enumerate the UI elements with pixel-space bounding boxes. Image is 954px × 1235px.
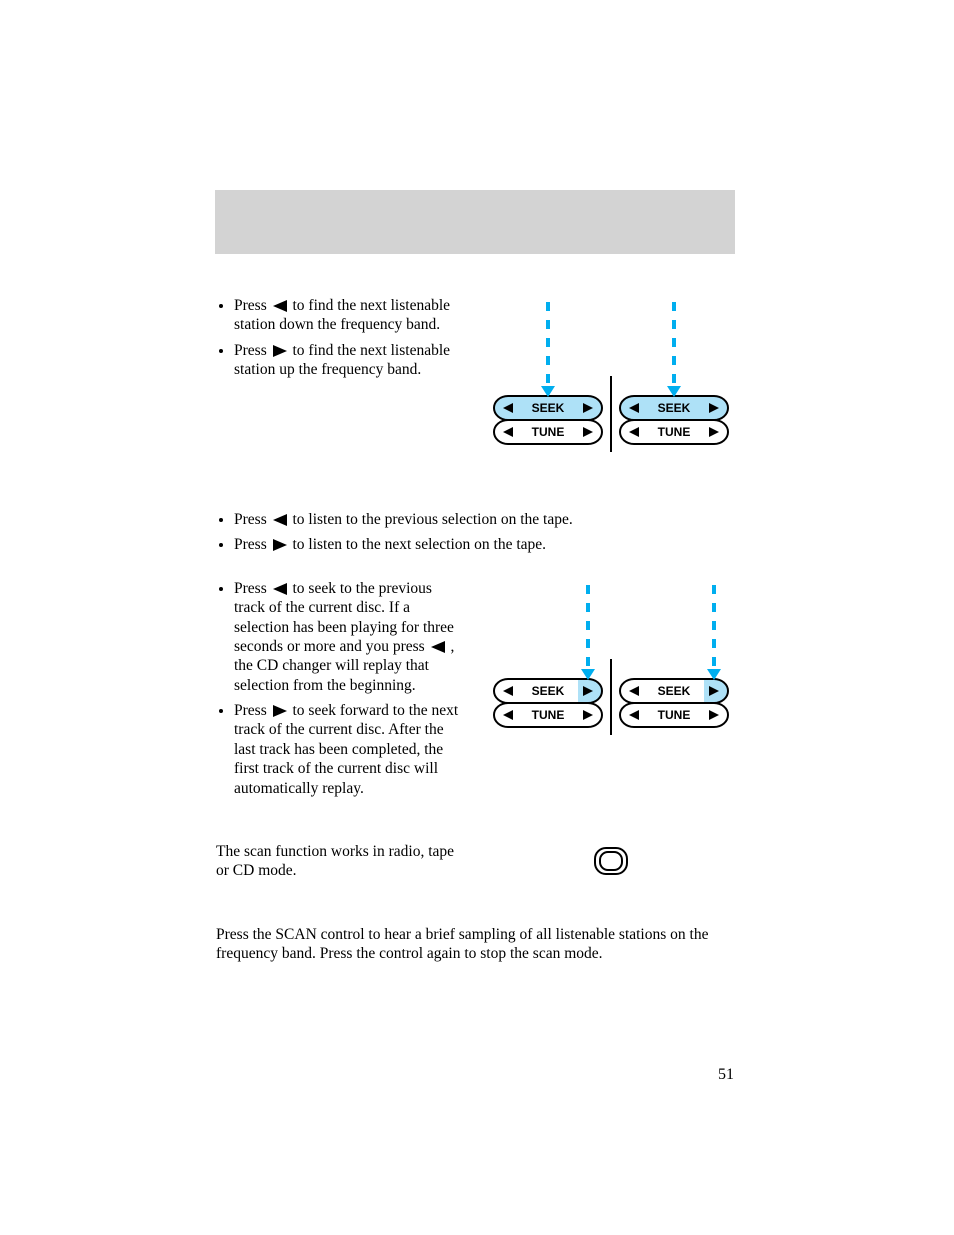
bullet-text: to listen to the previous selection on t…	[289, 511, 573, 528]
bullet-text: Press	[234, 580, 271, 597]
bullet-text: to listen to the next selection on the t…	[289, 536, 546, 553]
row-cd: Press to seek to the previous track of t…	[216, 579, 736, 804]
cd-bullets: Press to seek to the previous track of t…	[216, 579, 466, 804]
triangle-right-icon	[273, 539, 287, 551]
svg-text:TUNE: TUNE	[658, 425, 691, 439]
bullet-item: Press to listen to the previous selectio…	[234, 510, 736, 529]
bullet-text: Press	[234, 702, 271, 719]
seek-diagram-1: SEEK TUNE SEEK TUNE	[486, 296, 736, 456]
scan-paragraph-span: Press the SCAN control to hear a brief s…	[216, 926, 708, 962]
svg-text:TUNE: TUNE	[532, 708, 565, 722]
scan-paragraph: Press the SCAN control to hear a brief s…	[216, 925, 736, 964]
bullet-text: Press	[234, 536, 271, 553]
triangle-right-icon	[273, 345, 287, 357]
bullet-item: Press to seek to the previous track of t…	[234, 579, 466, 695]
bullet-item: Press to find the next listenable statio…	[234, 341, 466, 380]
scan-icon-wrap	[486, 842, 736, 876]
triangle-left-icon	[273, 514, 287, 526]
bullet-text: Press	[234, 297, 271, 314]
svg-text:TUNE: TUNE	[532, 425, 565, 439]
bullet-text: Press	[234, 511, 271, 528]
tape-bullets: Press to listen to the previous selectio…	[216, 510, 736, 555]
page-number: 51	[718, 1066, 734, 1084]
scan-button-icon	[593, 846, 629, 876]
radio-bullets: Press to find the next listenable statio…	[216, 296, 466, 386]
seek-diagram-2: SEEK TUNE SEEK TUNE	[486, 579, 736, 739]
bullet-item: Press to find the next listenable statio…	[234, 296, 466, 335]
row-scan: The scan function works in radio, tape o…	[216, 842, 736, 881]
row-radio: Press to find the next listenable statio…	[216, 296, 736, 456]
triangle-left-icon	[431, 641, 445, 653]
triangle-left-icon	[273, 300, 287, 312]
svg-text:SEEK: SEEK	[532, 684, 565, 698]
svg-text:SEEK: SEEK	[532, 401, 565, 415]
svg-text:TUNE: TUNE	[658, 708, 691, 722]
bullet-item: Press to listen to the next selection on…	[234, 535, 736, 554]
svg-text:SEEK: SEEK	[658, 684, 691, 698]
svg-text:SEEK: SEEK	[658, 401, 691, 415]
header-band	[215, 190, 735, 254]
triangle-right-icon	[273, 705, 287, 717]
bullet-item: Press to seek forward to the next track …	[234, 701, 466, 798]
scan-text: The scan function works in radio, tape o…	[216, 842, 466, 881]
scan-text-span: The scan function works in radio, tape o…	[216, 843, 454, 879]
triangle-left-icon	[273, 583, 287, 595]
content-area: Press to find the next listenable statio…	[216, 296, 736, 963]
bullet-text: Press	[234, 342, 271, 359]
